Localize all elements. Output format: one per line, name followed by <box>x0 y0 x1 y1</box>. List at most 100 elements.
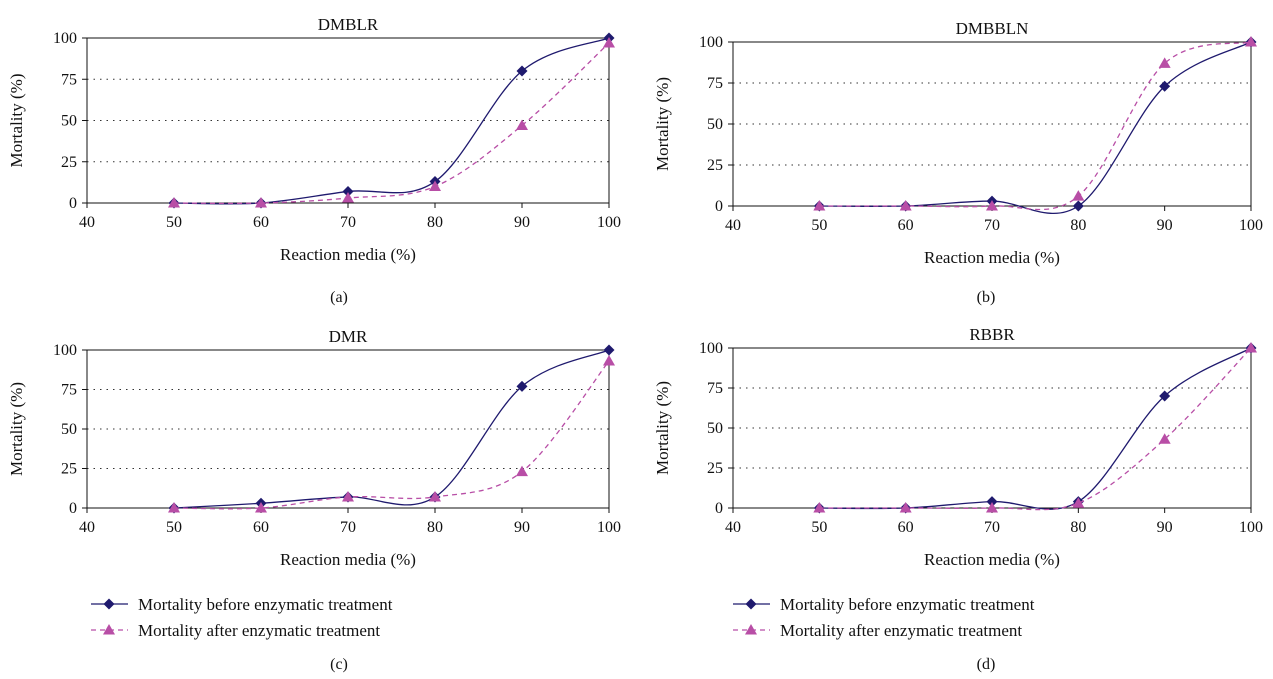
panel-caption: (d) <box>977 656 996 673</box>
point-after <box>1072 190 1085 201</box>
chart-title: DMR <box>329 327 368 346</box>
x-tick-label: 80 <box>1070 519 1086 536</box>
point-after <box>986 200 998 211</box>
x-axis-label: Reaction media (%) <box>924 550 1060 569</box>
legend-after-label: Mortality after enzymatic treatment <box>138 621 380 640</box>
point-before <box>986 496 998 508</box>
legend-after-marker <box>103 624 115 635</box>
y-tick-label: 25 <box>707 460 723 477</box>
y-tick-label: 75 <box>707 75 723 92</box>
x-tick-label: 60 <box>898 519 914 536</box>
x-tick-label: 50 <box>166 519 182 536</box>
x-tick-label: 90 <box>514 519 530 536</box>
x-tick-label: 60 <box>898 217 914 234</box>
point-after <box>986 502 998 513</box>
chart-title: DMBLR <box>318 15 379 34</box>
point-before <box>1072 200 1084 212</box>
x-tick-label: 50 <box>811 519 827 536</box>
x-tick-label: 60 <box>253 519 269 536</box>
legend-after-label: Mortality after enzymatic treatment <box>780 621 1022 640</box>
y-tick-label: 100 <box>699 340 723 357</box>
point-after <box>255 502 267 513</box>
x-tick-label: 90 <box>1157 519 1173 536</box>
x-tick-label: 40 <box>79 519 95 536</box>
point-after <box>516 119 528 130</box>
y-tick-label: 25 <box>61 461 77 478</box>
point-after <box>813 200 826 211</box>
series-before-line <box>819 41 1252 215</box>
x-tick-label: 100 <box>1239 217 1263 234</box>
x-axis-label: Reaction media (%) <box>924 248 1060 267</box>
x-tick-label: 80 <box>1070 217 1086 234</box>
point-before <box>342 185 354 197</box>
series-before-line <box>819 347 1252 510</box>
y-axis-label: Mortality (%) <box>7 74 26 168</box>
x-tick-label: 100 <box>597 519 621 536</box>
x-tick-label: 100 <box>1239 519 1263 536</box>
y-tick-label: 50 <box>707 420 723 437</box>
point-before <box>1159 80 1171 92</box>
y-tick-label: 0 <box>69 500 77 517</box>
x-tick-label: 70 <box>984 217 1000 234</box>
point-after <box>516 465 528 477</box>
point-before <box>603 344 615 356</box>
y-axis-label: Mortality (%) <box>653 381 672 475</box>
x-tick-label: 60 <box>253 214 269 231</box>
y-tick-label: 25 <box>707 157 723 174</box>
x-tick-label: 90 <box>1157 217 1173 234</box>
y-tick-label: 50 <box>707 116 723 133</box>
point-after <box>1072 497 1085 508</box>
point-after <box>1158 433 1171 444</box>
x-tick-label: 90 <box>514 214 530 231</box>
y-axis-label: Mortality (%) <box>653 77 672 171</box>
x-tick-label: 70 <box>340 214 356 231</box>
legend-after-marker <box>745 624 757 635</box>
legend-before-marker <box>103 598 115 610</box>
y-tick-label: 100 <box>53 30 77 47</box>
x-tick-label: 40 <box>79 214 95 231</box>
series-before-line <box>173 37 610 205</box>
x-tick-label: 70 <box>984 519 1000 536</box>
x-tick-label: 70 <box>340 519 356 536</box>
y-tick-label: 100 <box>53 342 77 359</box>
series-after-line <box>173 360 610 510</box>
panel-caption: (c) <box>330 656 348 673</box>
x-tick-label: 50 <box>811 217 827 234</box>
plot-frame <box>732 41 1252 207</box>
y-tick-label: 0 <box>69 195 77 212</box>
point-after <box>603 36 615 48</box>
series-after-line <box>819 41 1252 211</box>
point-after <box>899 200 912 211</box>
series-before-line <box>173 349 610 509</box>
point-after <box>429 180 441 191</box>
point-before <box>516 380 528 392</box>
y-tick-label: 50 <box>61 113 77 130</box>
y-axis-label: Mortality (%) <box>7 382 26 476</box>
point-after <box>813 502 826 513</box>
x-axis-label: Reaction media (%) <box>280 550 416 569</box>
y-tick-label: 100 <box>699 34 723 51</box>
point-before <box>1159 390 1171 402</box>
point-after <box>342 192 354 203</box>
y-tick-label: 0 <box>715 500 723 517</box>
point-after <box>429 490 441 502</box>
panel-caption: (b) <box>977 289 996 306</box>
chart-title: DMBBLN <box>956 19 1029 38</box>
point-before <box>516 65 528 77</box>
x-tick-label: 50 <box>166 214 182 231</box>
y-tick-label: 75 <box>61 382 77 399</box>
y-tick-label: 75 <box>61 71 77 88</box>
y-tick-label: 75 <box>707 380 723 397</box>
legend-before-label: Mortality before enzymatic treatment <box>780 595 1035 614</box>
x-tick-label: 80 <box>427 519 443 536</box>
x-tick-label: 80 <box>427 214 443 231</box>
panel-caption: (a) <box>330 289 348 306</box>
point-after <box>1245 342 1257 353</box>
y-tick-label: 25 <box>61 154 77 171</box>
x-tick-label: 40 <box>725 519 741 536</box>
series-after-line <box>173 42 610 205</box>
point-after <box>1158 57 1171 68</box>
point-after <box>603 355 615 366</box>
point-after <box>899 502 912 513</box>
